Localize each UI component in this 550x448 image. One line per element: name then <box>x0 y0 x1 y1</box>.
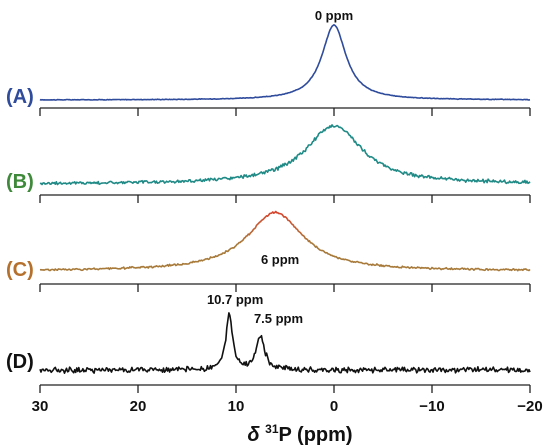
x-axis-title: δ 31P (ppm) <box>247 422 352 446</box>
x-tick-label: 30 <box>32 398 49 415</box>
spectrum-line-d <box>39 312 531 374</box>
spectrum-b <box>39 124 531 203</box>
panel-axis-d <box>39 384 531 393</box>
panel-label-b: (B) <box>6 171 34 193</box>
panel-axis-a <box>39 107 531 116</box>
panel-label-d: (D) <box>6 351 34 373</box>
panel-axis-c <box>39 283 531 292</box>
x-tick-label: −10 <box>419 398 444 415</box>
peak-annotation: 0 ppm <box>315 8 353 23</box>
x-tick-label: 10 <box>228 398 245 415</box>
panel-label-a: (A) <box>6 86 34 108</box>
spectrum-d <box>39 312 531 393</box>
panel-axis-b <box>39 194 531 203</box>
spectrum-a <box>39 24 531 116</box>
spectrum-line-a <box>39 24 531 101</box>
spectrum-c <box>39 210 531 292</box>
spectrum-line-c <box>39 210 531 272</box>
peak-annotation: 7.5 ppm <box>254 311 303 326</box>
x-tick-label: 20 <box>130 398 147 415</box>
spectrum-line-b <box>39 124 531 186</box>
x-tick-label: −20 <box>517 398 542 415</box>
peak-annotation: 6 ppm <box>261 252 299 267</box>
x-tick-label: 0 <box>330 398 338 415</box>
peak-annotation: 10.7 ppm <box>207 292 263 307</box>
panel-label-c: (C) <box>6 259 34 281</box>
